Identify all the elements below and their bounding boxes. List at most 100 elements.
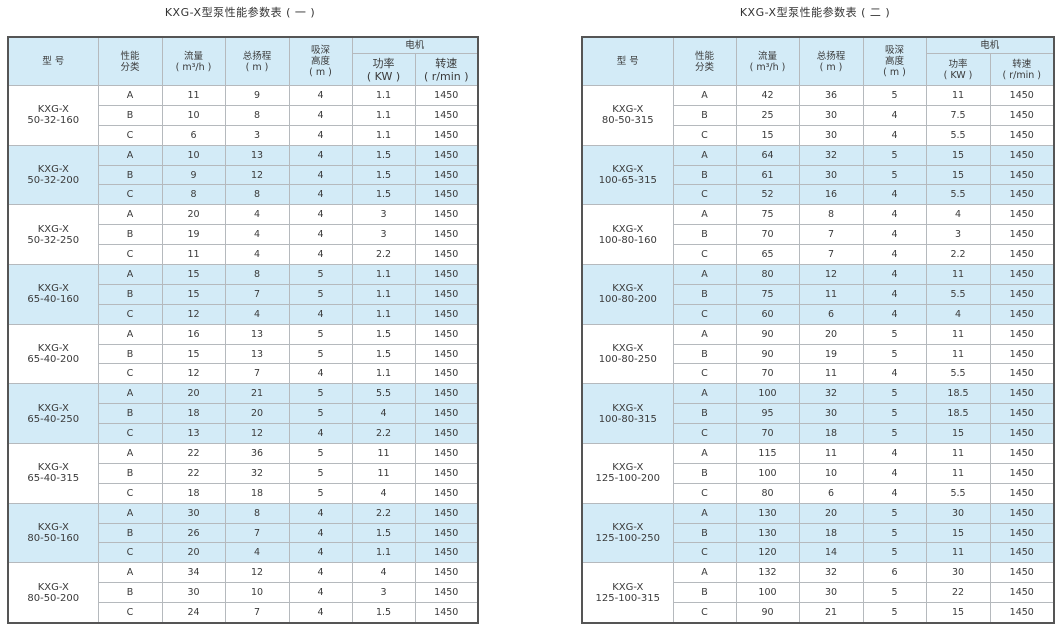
suction-cell: 4	[288, 562, 353, 584]
header-speed: 转速 ( r/min )	[414, 53, 479, 86]
table-row: B 19 4 4 3 1450	[8, 224, 479, 246]
power-cell: 11	[925, 85, 991, 106]
speed-cell: 1450	[414, 85, 479, 106]
header-suction: 吸深 高度 ( m )	[288, 36, 353, 86]
flow-cell: 34	[161, 562, 226, 584]
flow-cell: 6	[161, 124, 226, 146]
head-cell: 11	[798, 443, 864, 464]
category-cell: C	[672, 244, 737, 266]
category-cell: A	[672, 502, 737, 524]
head-cell: 4	[224, 303, 290, 325]
table-row: KXG-X 65-40-160 A 15 8 5 1.1 1450	[7, 264, 479, 325]
category-cell: C	[97, 542, 163, 564]
table-row: KXG-X 80-50-315 A 42 36 5 11 1450	[581, 85, 1055, 146]
head-cell: 13	[224, 343, 290, 365]
flow-cell: 24	[161, 602, 226, 624]
table-row: B 75 11 4 5.5 1450	[582, 283, 1055, 305]
speed-cell: 1450	[414, 164, 479, 186]
table-row: KXG-X 65-40-250 A 20 21 5 5.5 1450	[7, 383, 479, 445]
flow-cell: 12	[161, 303, 226, 325]
table-row: B 61 30 5 15 1450	[582, 164, 1055, 186]
suction-cell: 4	[288, 184, 353, 206]
table-row: C 65 7 4 2.2 1450	[582, 244, 1055, 266]
flow-cell: 20	[161, 204, 226, 226]
head-cell: 12	[798, 264, 864, 285]
suction-cell: 4	[862, 482, 927, 504]
head-cell: 30	[798, 104, 864, 126]
table-row: B 18 20 5 4 1450	[8, 403, 479, 425]
flow-cell: 20	[161, 383, 226, 405]
speed-cell: 1450	[989, 85, 1055, 106]
category-cell: B	[97, 224, 163, 246]
speed-cell: 1450	[414, 323, 479, 345]
suction-cell: 4	[288, 204, 353, 226]
speed-cell: 1450	[989, 303, 1055, 325]
suction-cell: 5	[862, 383, 927, 405]
header-category: 性能 分类	[672, 36, 737, 86]
flow-cell: 8	[161, 184, 226, 206]
speed-cell: 1450	[989, 602, 1055, 624]
table-row: C 20 4 4 1.1 1450	[8, 542, 479, 564]
suction-cell: 4	[288, 224, 353, 246]
category-cell: C	[672, 303, 737, 325]
suction-cell: 4	[862, 303, 927, 325]
category-cell: A	[97, 323, 163, 345]
speed-cell: 1450	[989, 443, 1055, 464]
speed-cell: 1450	[414, 482, 479, 504]
power-cell: 4	[351, 562, 416, 584]
category-cell: A	[672, 562, 737, 584]
header-power: 功率 ( KW )	[351, 53, 416, 86]
power-cell: 1.1	[351, 104, 416, 126]
suction-cell: 5	[288, 462, 353, 484]
model-cell: KXG-X 65-40-250	[7, 383, 99, 445]
suction-cell: 4	[288, 502, 353, 524]
head-cell: 11	[798, 283, 864, 305]
head-cell: 21	[798, 602, 864, 624]
table-row: C 18 18 5 4 1450	[8, 482, 479, 504]
flow-cell: 75	[735, 204, 800, 226]
flow-cell: 30	[161, 582, 226, 604]
table-row: B 90 19 5 11 1450	[582, 343, 1055, 365]
suction-cell: 5	[288, 343, 353, 365]
head-cell: 10	[224, 582, 290, 604]
table-row: KXG-X 65-40-200 A 16 13 5 1.5 1450	[7, 323, 479, 385]
power-cell: 22	[925, 582, 991, 604]
header-row: 型 号性能 分类 流量 ( m³/h ) 总扬程 ( m ) 吸深 高度 ( m ) 电…	[7, 36, 479, 86]
head-cell: 12	[224, 164, 290, 186]
suction-cell: 4	[862, 244, 927, 266]
head-cell: 7	[798, 244, 864, 266]
speed-cell: 1450	[989, 403, 1055, 425]
head-cell: 30	[798, 582, 864, 604]
flow-cell: 90	[735, 602, 800, 624]
category-cell: B	[672, 283, 737, 305]
head-cell: 20	[798, 323, 864, 345]
head-cell: 4	[224, 224, 290, 246]
speed-cell: 1450	[989, 323, 1055, 345]
flow-cell: 64	[735, 144, 800, 166]
power-cell: 30	[925, 502, 991, 524]
head-cell: 20	[224, 403, 290, 425]
table-row: B 130 18 5 15 1450	[582, 522, 1055, 544]
head-cell: 7	[798, 224, 864, 246]
flow-cell: 120	[735, 542, 800, 564]
table-row: C 52 16 4 5.5 1450	[582, 184, 1055, 206]
head-cell: 7	[224, 602, 290, 624]
speed-cell: 1450	[989, 204, 1055, 226]
category-cell: C	[672, 363, 737, 385]
table-title: KXG-X型泵性能参数表 ( 一 )	[164, 6, 316, 19]
category-cell: B	[672, 343, 737, 365]
flow-cell: 100	[735, 383, 800, 405]
speed-cell: 1450	[989, 383, 1055, 405]
model-cell: KXG-X 100-80-200	[581, 264, 674, 325]
speed-cell: 1450	[989, 502, 1055, 524]
speed-cell: 1450	[414, 522, 479, 544]
category-cell: B	[672, 104, 737, 126]
speed-cell: 1450	[989, 423, 1055, 445]
speed-cell: 1450	[414, 264, 479, 285]
head-cell: 11	[798, 363, 864, 385]
speed-cell: 1450	[414, 104, 479, 126]
head-cell: 6	[798, 303, 864, 325]
flow-cell: 65	[735, 244, 800, 266]
model-cell: KXG-X 65-40-160	[7, 264, 99, 325]
category-cell: C	[97, 184, 163, 206]
